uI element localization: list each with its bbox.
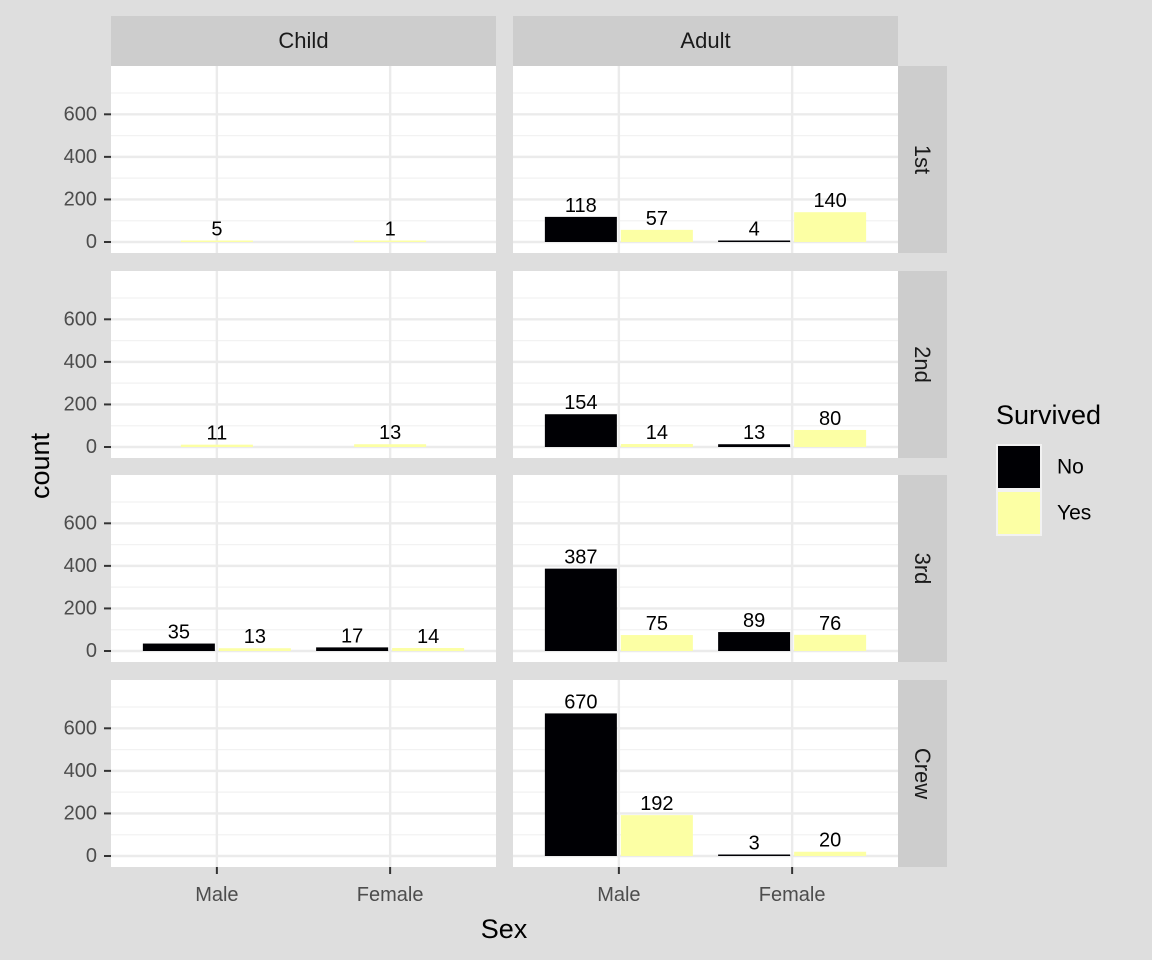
bar-1st-adult-female-yes — [794, 212, 867, 242]
bar-1st-adult-female-no — [718, 240, 791, 242]
y-tick-label: 0 — [86, 845, 97, 867]
facet-strip-label-3rd: 3rd — [910, 553, 935, 585]
facet-strip-crew — [898, 680, 947, 867]
y-tick-label: 0 — [86, 436, 97, 458]
y-tick-label: 0 — [86, 640, 97, 662]
legend-swatch-no — [998, 446, 1040, 488]
y-tick-label: 600 — [64, 717, 97, 739]
y-tick-label: 0 — [86, 231, 97, 253]
data-label: 57 — [646, 208, 668, 230]
data-label: 76 — [819, 613, 841, 635]
bar-crew-adult-female-yes — [794, 851, 867, 856]
x-axis-title: Sex — [481, 914, 528, 944]
bar-3rd-child-male-no — [142, 643, 215, 651]
bar-3rd-child-female-no — [316, 647, 389, 651]
facet-strip-1st — [898, 66, 947, 253]
bar-3rd-adult-male-yes — [620, 635, 693, 651]
legend-label-yes: Yes — [1057, 502, 1091, 525]
bar-2nd-adult-female-yes — [794, 429, 867, 447]
bar-2nd-adult-male-yes — [620, 444, 693, 447]
data-label: 14 — [646, 422, 668, 444]
facet-strip-2nd — [898, 271, 947, 458]
bar-2nd-child-female-yes — [354, 444, 427, 447]
panel-crew-child — [111, 680, 496, 867]
data-label: 118 — [565, 195, 597, 217]
data-label: 14 — [417, 626, 439, 648]
y-tick-label: 200 — [64, 802, 97, 824]
bar-1st-child-male-yes — [180, 240, 253, 242]
y-axis-title: count — [25, 432, 55, 499]
data-label: 387 — [564, 547, 597, 569]
panel-2nd-child — [111, 271, 496, 458]
y-tick-label: 600 — [64, 103, 97, 125]
panel-3rd-child — [111, 475, 496, 662]
data-label: 154 — [564, 392, 597, 414]
data-label: 5 — [211, 219, 222, 241]
bar-3rd-child-female-yes — [392, 648, 465, 651]
data-label: 89 — [743, 610, 765, 632]
data-label: 192 — [640, 793, 673, 815]
bar-crew-adult-male-yes — [620, 815, 693, 856]
y-tick-label: 400 — [64, 555, 97, 577]
facet-strip-child — [111, 16, 496, 66]
legend-swatch-yes — [998, 492, 1040, 534]
bar-1st-child-female-yes — [354, 240, 427, 242]
facet-strip-label-2nd: 2nd — [910, 346, 935, 383]
data-label: 75 — [646, 613, 668, 635]
bar-2nd-adult-female-no — [718, 444, 791, 447]
facet-strip-label-1st: 1st — [910, 145, 935, 174]
y-tick-label: 600 — [64, 512, 97, 534]
panel-1st-child — [111, 66, 496, 253]
x-tick-label-male: Male — [195, 884, 238, 906]
facet-strip-adult — [513, 16, 898, 66]
bar-2nd-child-male-yes — [180, 444, 253, 447]
y-tick-label: 200 — [64, 597, 97, 619]
y-tick-label: 400 — [64, 760, 97, 782]
y-tick-label: 400 — [64, 351, 97, 373]
y-tick-label: 400 — [64, 146, 97, 168]
legend-label-no: No — [1057, 456, 1084, 479]
data-label: 13 — [379, 422, 401, 444]
bar-1st-adult-male-yes — [620, 229, 693, 242]
data-label: 1 — [385, 219, 396, 241]
facet-strip-label-adult: Adult — [680, 28, 730, 53]
facet-strip-3rd — [898, 475, 947, 662]
y-tick-label: 200 — [64, 188, 97, 210]
data-label: 13 — [743, 422, 765, 444]
bar-3rd-adult-female-yes — [794, 634, 867, 651]
x-tick-label-male: Male — [597, 884, 640, 906]
data-label: 13 — [244, 626, 266, 648]
data-label: 3 — [749, 833, 760, 855]
legend-title: Survived — [996, 400, 1101, 430]
data-label: 4 — [749, 219, 760, 241]
y-tick-label: 200 — [64, 393, 97, 415]
bar-1st-adult-male-no — [544, 216, 617, 242]
x-tick-label-female: Female — [759, 884, 826, 906]
data-label: 17 — [341, 625, 363, 647]
bar-3rd-adult-female-no — [718, 632, 791, 651]
bar-crew-adult-female-no — [718, 854, 791, 856]
data-label: 80 — [819, 408, 841, 430]
bar-crew-adult-male-no — [544, 713, 617, 856]
bar-2nd-adult-male-no — [544, 414, 617, 447]
data-label: 20 — [819, 830, 841, 852]
x-tick-label-female: Female — [357, 884, 424, 906]
data-label: 11 — [206, 423, 227, 445]
data-label: 670 — [564, 691, 597, 713]
facet-strip-label-child: Child — [278, 28, 328, 53]
data-label: 35 — [168, 622, 190, 644]
bar-3rd-adult-male-no — [544, 568, 617, 651]
bar-3rd-child-male-yes — [218, 648, 291, 651]
data-label: 140 — [813, 190, 846, 212]
y-tick-label: 600 — [64, 308, 97, 330]
facet-strip-label-crew: Crew — [910, 748, 935, 799]
